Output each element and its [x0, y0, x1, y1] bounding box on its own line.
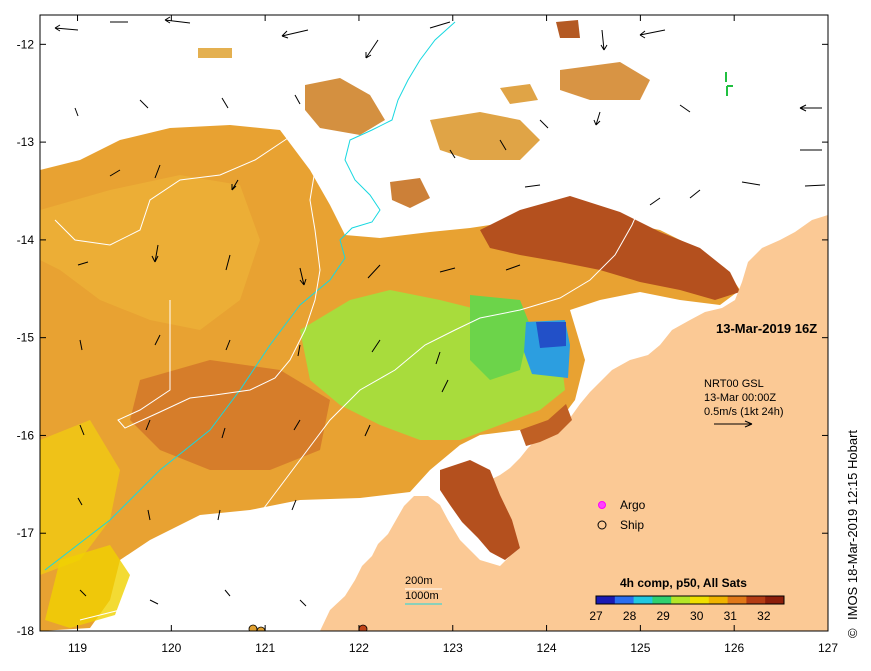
lat-tick-label: -12	[17, 37, 35, 51]
lat-tick-label: -18	[17, 624, 35, 638]
current-legend-line3: 0.5m/s (1kt 24h)	[704, 406, 783, 418]
ship-marker-icon	[597, 520, 607, 530]
sst-field-yellow-west	[40, 420, 120, 575]
colorbar-swatch	[614, 596, 635, 604]
copyright-symbol: ©	[845, 628, 860, 638]
colorbar-swatch	[596, 596, 616, 604]
current-legend-arrow	[714, 420, 753, 428]
latitude-axis: -12 -13 -14 -15 -16 -17 -18	[17, 37, 828, 638]
green-glyph	[725, 72, 733, 96]
sst-patch-north-6	[500, 84, 538, 104]
ship-marker	[248, 624, 258, 631]
sst-field-hot-kingsound	[440, 460, 520, 560]
colorbar-tick-label: 29	[656, 609, 670, 623]
current-legend: NRT00 GSL 13-Mar 00:00Z 0.5m/s (1kt 24h)	[704, 378, 783, 428]
colorbar-tick-label: 32	[757, 609, 771, 623]
isobath-200m	[44, 21, 456, 571]
colorbar-swatches	[595, 595, 785, 605]
sst-patch-north-3	[390, 178, 430, 208]
colorbar-tick-label: 28	[623, 609, 637, 623]
bathy-1000m-label: 1000m	[405, 590, 439, 602]
colorbar-swatch	[727, 596, 747, 604]
bathymetry-legend: 200m 1000m	[405, 575, 442, 605]
colorbar-swatch	[652, 596, 672, 604]
map-plot-area	[40, 15, 828, 631]
sst-field-warm-west	[40, 175, 260, 330]
lon-tick-label: 120	[161, 641, 181, 655]
sst-patch-north-1	[305, 78, 385, 135]
current-vectors	[54, 16, 826, 607]
date-label: 13-Mar-2019 16Z	[716, 321, 817, 336]
ship-label: Ship	[620, 518, 644, 532]
argo-marker-icon	[598, 501, 606, 509]
lon-tick-label: 122	[349, 641, 369, 655]
sst-patch-north-7	[198, 48, 232, 58]
lon-tick-label: 127	[818, 641, 838, 655]
sst-patch-north-2	[430, 112, 540, 160]
colorbar-swatch	[765, 596, 785, 604]
sst-field-hot-bay	[520, 404, 572, 446]
credit-text: IMOS 18-Mar-2019 12:15 Hobart	[845, 430, 860, 620]
argo-label: Argo	[620, 498, 646, 512]
sst-patch-north-4	[560, 62, 650, 100]
isobath-1000m	[54, 129, 666, 621]
colorbar-swatch	[671, 596, 691, 604]
marker-legend: Argo Ship	[597, 498, 646, 532]
colorbar-swatch	[708, 596, 729, 604]
lat-tick-label: -14	[17, 233, 35, 247]
colorbar-swatch	[633, 596, 653, 604]
current-legend-line2: 13-Mar 00:00Z	[704, 392, 776, 404]
land-kimberley	[320, 215, 828, 631]
current-legend-line1: NRT00 GSL	[704, 378, 764, 390]
colorbar-swatch	[690, 596, 710, 604]
sst-patch-north-5	[556, 20, 580, 38]
lon-tick-label: 119	[68, 641, 87, 655]
sst-field-green-bright	[470, 295, 530, 380]
lat-tick-label: -13	[17, 135, 35, 149]
colorbar-ticks: 27 28 29 30 31 32	[589, 609, 771, 623]
colorbar-swatch	[746, 596, 766, 604]
longitude-axis: 119 120 121 122 123 124 125 126 127	[68, 15, 838, 655]
lat-tick-label: -16	[17, 428, 35, 442]
lon-tick-label: 121	[255, 641, 275, 655]
lon-tick-label: 125	[630, 641, 650, 655]
lon-tick-label: 123	[443, 641, 463, 655]
sst-field-hot-northeast	[480, 196, 740, 300]
plot-frame	[39, 14, 829, 632]
colorbar-tick-label: 30	[690, 609, 704, 623]
colorbar: 4h comp, p50, All Sats 27 28 29 30 31 32	[589, 576, 785, 623]
colorbar-tick-label: 31	[724, 609, 738, 623]
lat-tick-label: -15	[17, 331, 35, 345]
colorbar-title: 4h comp, p50, All Sats	[620, 576, 747, 590]
ship-marker	[256, 626, 266, 631]
lon-tick-label: 124	[537, 641, 557, 655]
colorbar-frame	[595, 595, 785, 605]
colorbar-tick-label: 27	[589, 609, 603, 623]
sst-field-cool-core	[536, 322, 566, 348]
lon-tick-label: 126	[724, 641, 744, 655]
sst-field-yellow-south	[45, 545, 130, 628]
lat-tick-label: -17	[17, 526, 35, 540]
bathy-200m-label: 200m	[405, 575, 433, 587]
sst-field-hot-south	[130, 360, 330, 470]
